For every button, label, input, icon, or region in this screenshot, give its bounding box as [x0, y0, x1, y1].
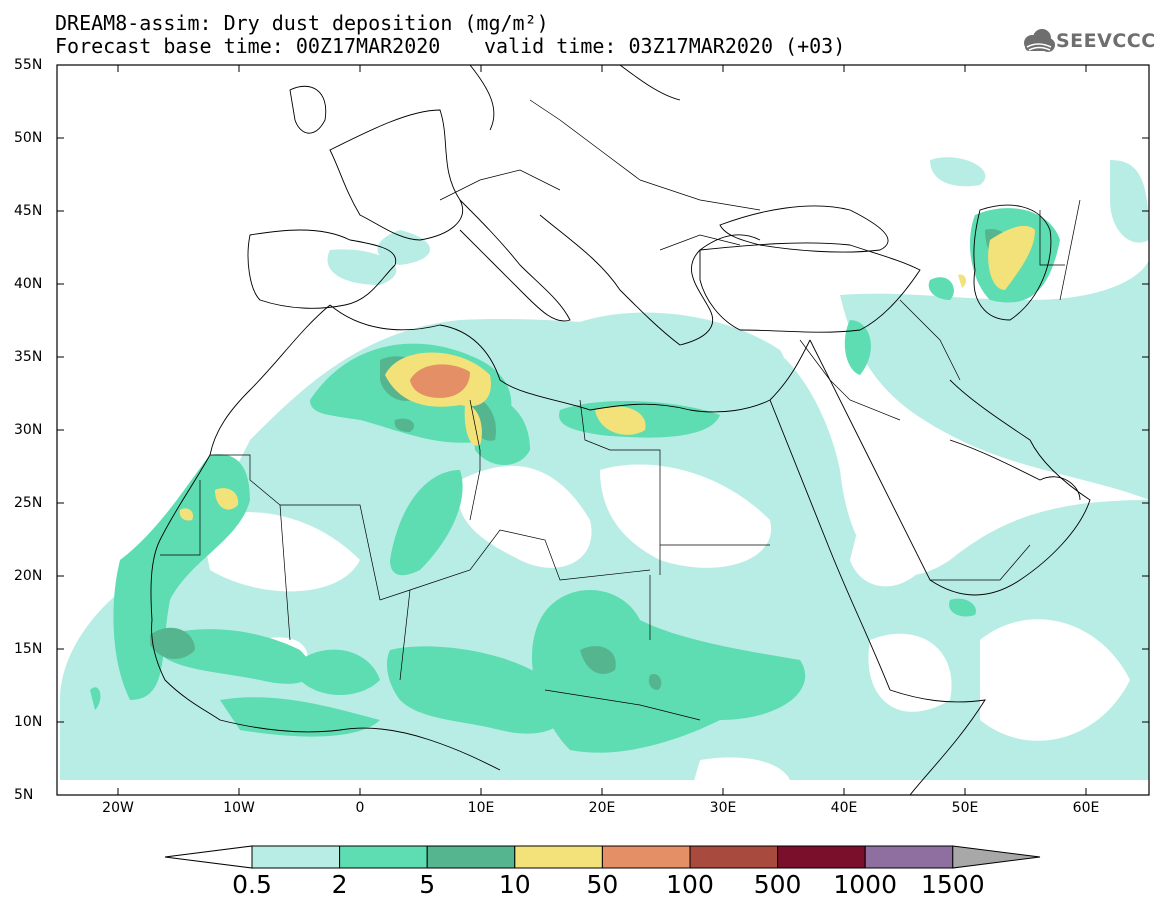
colorbar-swatch	[339, 845, 428, 869]
colorbar-label: 500	[753, 870, 802, 899]
lat-label: 55N	[14, 57, 43, 73]
colorbar-over-arrow	[952, 845, 1041, 869]
lat-label: 50N	[14, 130, 43, 146]
colorbar-under-arrow	[164, 845, 253, 869]
country-borders	[160, 99, 1081, 721]
colorbar-label: 1000	[833, 870, 897, 899]
colorbar-label: 0.5	[232, 870, 272, 899]
lon-label: 20W	[102, 800, 134, 816]
colorbar-label: 1500	[920, 870, 985, 899]
colorbar-label: 100	[666, 870, 714, 899]
lat-label: 5N	[14, 787, 34, 803]
lat-label: 35N	[14, 349, 43, 365]
lat-label: 45N	[14, 203, 43, 219]
lon-label: 10W	[223, 800, 255, 816]
colorbar-swatch	[689, 845, 779, 869]
colorbar	[164, 845, 1041, 869]
map-title: DREAM8-assim: Dry dust deposition (mg/m²…	[55, 11, 549, 35]
cloud-logo-icon	[1024, 29, 1055, 52]
dust-level-50	[410, 364, 470, 398]
colorbar-swatch	[601, 845, 691, 869]
lon-label: 60E	[1072, 800, 1100, 816]
colorbar-swatch	[251, 845, 341, 869]
lon-label: 30E	[709, 800, 737, 816]
colorbar-label: 2	[331, 870, 348, 899]
colorbar-label: 50	[586, 870, 619, 899]
lat-label: 25N	[14, 495, 43, 511]
axis-ticks	[57, 64, 1149, 796]
valid-time: valid time: 03Z17MAR2020 (+03)	[484, 34, 846, 58]
lon-label: 0	[355, 800, 365, 816]
colorbar-swatch	[514, 845, 603, 869]
colorbar-label: 10	[498, 870, 531, 899]
lat-label: 30N	[14, 422, 43, 438]
lon-label: 10E	[467, 800, 495, 816]
colorbar-swatch	[864, 845, 954, 869]
lon-label: 20E	[588, 800, 616, 816]
dust-fields	[60, 157, 1149, 795]
lat-label: 15N	[14, 641, 43, 657]
colorbar-label: 5	[419, 870, 436, 899]
lon-label: 50E	[951, 800, 979, 816]
coastlines	[150, 65, 1091, 795]
colorbar-swatch	[426, 845, 516, 869]
lat-label: 10N	[14, 714, 43, 730]
lat-label: 40N	[14, 276, 43, 292]
forecast-base-time: Forecast base time: 00Z17MAR2020	[55, 34, 441, 58]
lat-label: 20N	[14, 568, 43, 584]
logo-text: SEEVCCC	[1056, 30, 1156, 52]
lon-label: 40E	[830, 800, 858, 816]
colorbar-swatch	[777, 845, 866, 869]
